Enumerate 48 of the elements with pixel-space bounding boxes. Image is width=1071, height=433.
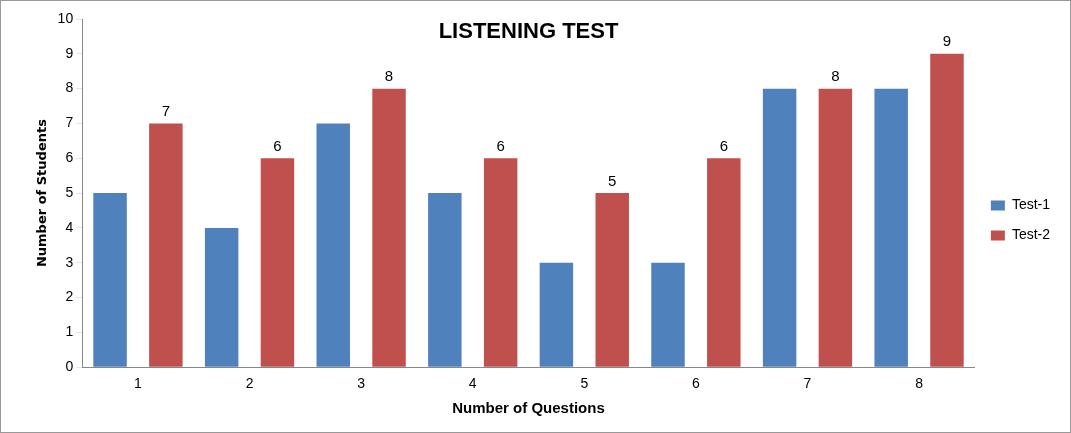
data-label: 8 [831,67,840,85]
data-label: 9 [942,32,952,50]
data-label: 6 [273,136,282,154]
y-tick-label: 3 [65,253,74,270]
y-tick-label: 0 [65,358,74,375]
x-tick-label: 4 [468,375,477,392]
bar [149,123,183,367]
x-tick-label: 8 [915,375,924,392]
x-tick-label: 5 [580,375,589,392]
data-label: 6 [496,136,505,154]
bar [260,158,295,367]
bar [818,88,853,367]
data-label: 5 [608,171,617,189]
legend-label: Test-2 [1011,226,1051,243]
x-tick-label: 2 [245,375,254,392]
bar [428,193,462,367]
y-tick-label: 6 [65,149,74,166]
y-tick-label: 7 [65,114,74,131]
y-tick-label: 1 [65,323,74,340]
bar [316,123,350,367]
x-tick-label: 7 [803,375,812,392]
bar [651,262,685,367]
data-label: 7 [161,102,171,120]
bar [762,88,797,367]
x-tick-label: 1 [134,375,143,392]
y-tick-label: 10 [57,9,74,26]
data-label: 8 [384,67,394,85]
y-tick-label: 5 [65,183,74,200]
bar [483,158,518,367]
x-axis-title: Number of Questions [452,399,605,417]
x-tick-label: 3 [357,375,366,392]
y-tick-label: 9 [65,44,74,61]
bar [707,158,741,367]
y-axis-title: Number of Students [34,118,50,268]
x-tick-label: 6 [692,375,701,392]
bar [595,193,629,367]
bar [874,88,908,367]
y-tick-label: 8 [65,79,74,96]
legend-label: Test-1 [1011,196,1051,213]
bar [930,53,964,367]
chart-title: LISTENING TEST [438,18,619,44]
bar [539,262,574,367]
data-label: 6 [719,136,728,154]
bar [204,227,239,367]
y-tick-label: 2 [65,288,74,305]
y-tick-label: 4 [65,218,74,235]
bar [93,193,127,367]
bar [372,88,406,367]
